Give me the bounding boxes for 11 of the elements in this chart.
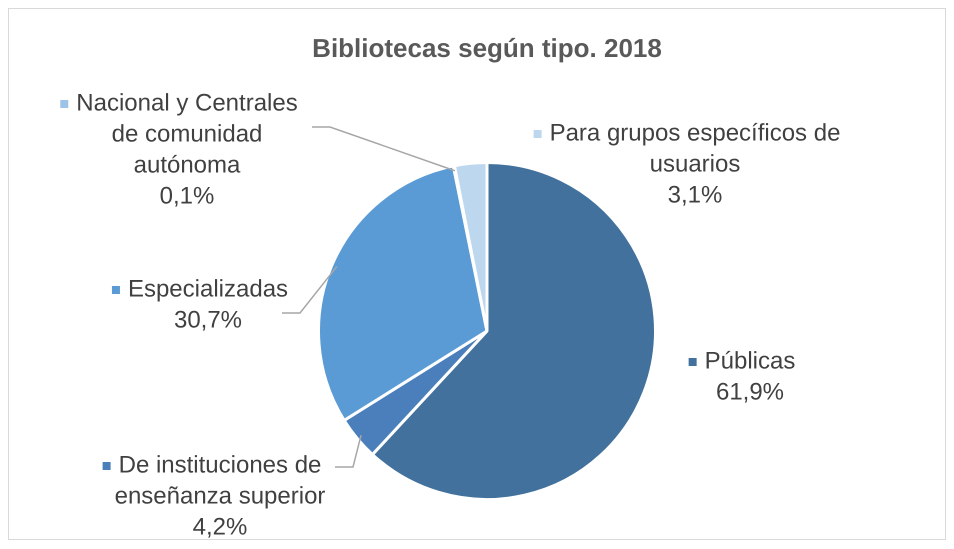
chart-title: Bibliotecas según tipo. 2018 bbox=[312, 33, 662, 64]
legend-label: Para grupos específicos de usuarios bbox=[550, 120, 840, 178]
data-label: 61,9% bbox=[716, 378, 784, 406]
data-label: 4,2% bbox=[192, 514, 248, 541]
data-label: 3,1% bbox=[668, 182, 722, 209]
legend-label: Especializadas bbox=[128, 276, 288, 303]
data-label: 0,1% bbox=[160, 182, 214, 210]
data-label: 30,7% bbox=[174, 306, 242, 334]
legend-label: Nacional y Centrales de comunidad autónoma bbox=[76, 90, 298, 179]
legend-label: Públicas bbox=[704, 348, 796, 375]
legend-label: De instituciones de enseñanza superior bbox=[114, 452, 326, 510]
